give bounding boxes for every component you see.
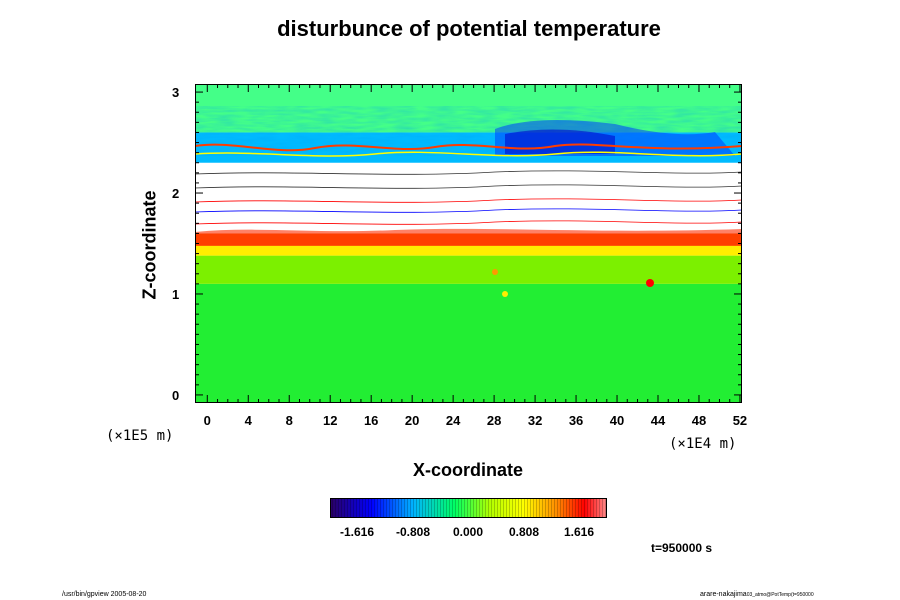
footer-left: /usr/bin/gpview 2005-08-20 — [62, 591, 147, 598]
footer-right-sub: 03_atmo@PotTemp(t=950000 — [746, 592, 814, 598]
footer-right-main: arare-nakajima — [700, 591, 747, 598]
x-tick-label: 4 — [244, 413, 252, 428]
x-tick-label: 40 — [609, 413, 625, 428]
x-tick-label: 12 — [322, 413, 338, 428]
heatmap-svg — [195, 84, 742, 403]
x-tick-label: 0 — [203, 413, 211, 428]
y-tick-label: 1 — [172, 287, 180, 302]
y-axis-label: Z-coordinate — [139, 190, 160, 300]
chart-title: disturbunce of potential temperature — [277, 16, 661, 41]
tick-marks — [195, 84, 742, 403]
x-tick-label: 8 — [285, 413, 293, 428]
heatmap-layer — [195, 255, 742, 284]
time-annotation: t=950000 s — [651, 541, 713, 555]
x-tick-label: 32 — [527, 413, 543, 428]
x-tick-label: 36 — [568, 413, 584, 428]
upper-structure — [195, 106, 742, 225]
y-tick-label: 3 — [172, 85, 180, 100]
colorbar-tick-label: -0.808 — [395, 525, 431, 539]
y-unit-label: (×1E5 m) — [106, 428, 174, 444]
x-unit-label: (×1E4 m) — [669, 436, 737, 452]
y-tick-label: 2 — [172, 186, 180, 201]
x-axis-label: X-coordinate — [412, 460, 524, 480]
colorbar-tick-label: 1.616 — [563, 525, 595, 539]
colorbar-tick-label: -1.616 — [339, 525, 375, 539]
heatmap-layer — [195, 162, 742, 234]
heatmap-layer — [195, 245, 742, 256]
x-tick-label: 48 — [691, 413, 707, 428]
x-tick-label: 16 — [363, 413, 379, 428]
footer-right: arare-nakajima03_atmo@PotTemp(t=950000 — [700, 591, 814, 598]
x-tick-label: 52 — [732, 413, 748, 428]
heatmap-layer — [195, 283, 742, 403]
y-tick-label: 0 — [172, 388, 180, 403]
x-tick-label: 20 — [404, 413, 420, 428]
x-tick-label: 44 — [650, 413, 666, 428]
colorbar-tick-label: 0.000 — [452, 525, 484, 539]
colorbar-tick-label: 0.808 — [508, 525, 540, 539]
plot-area — [195, 84, 742, 403]
x-tick-label: 28 — [486, 413, 502, 428]
colorbar — [330, 498, 607, 518]
lower-structure — [195, 228, 742, 297]
x-tick-label: 24 — [445, 413, 461, 428]
